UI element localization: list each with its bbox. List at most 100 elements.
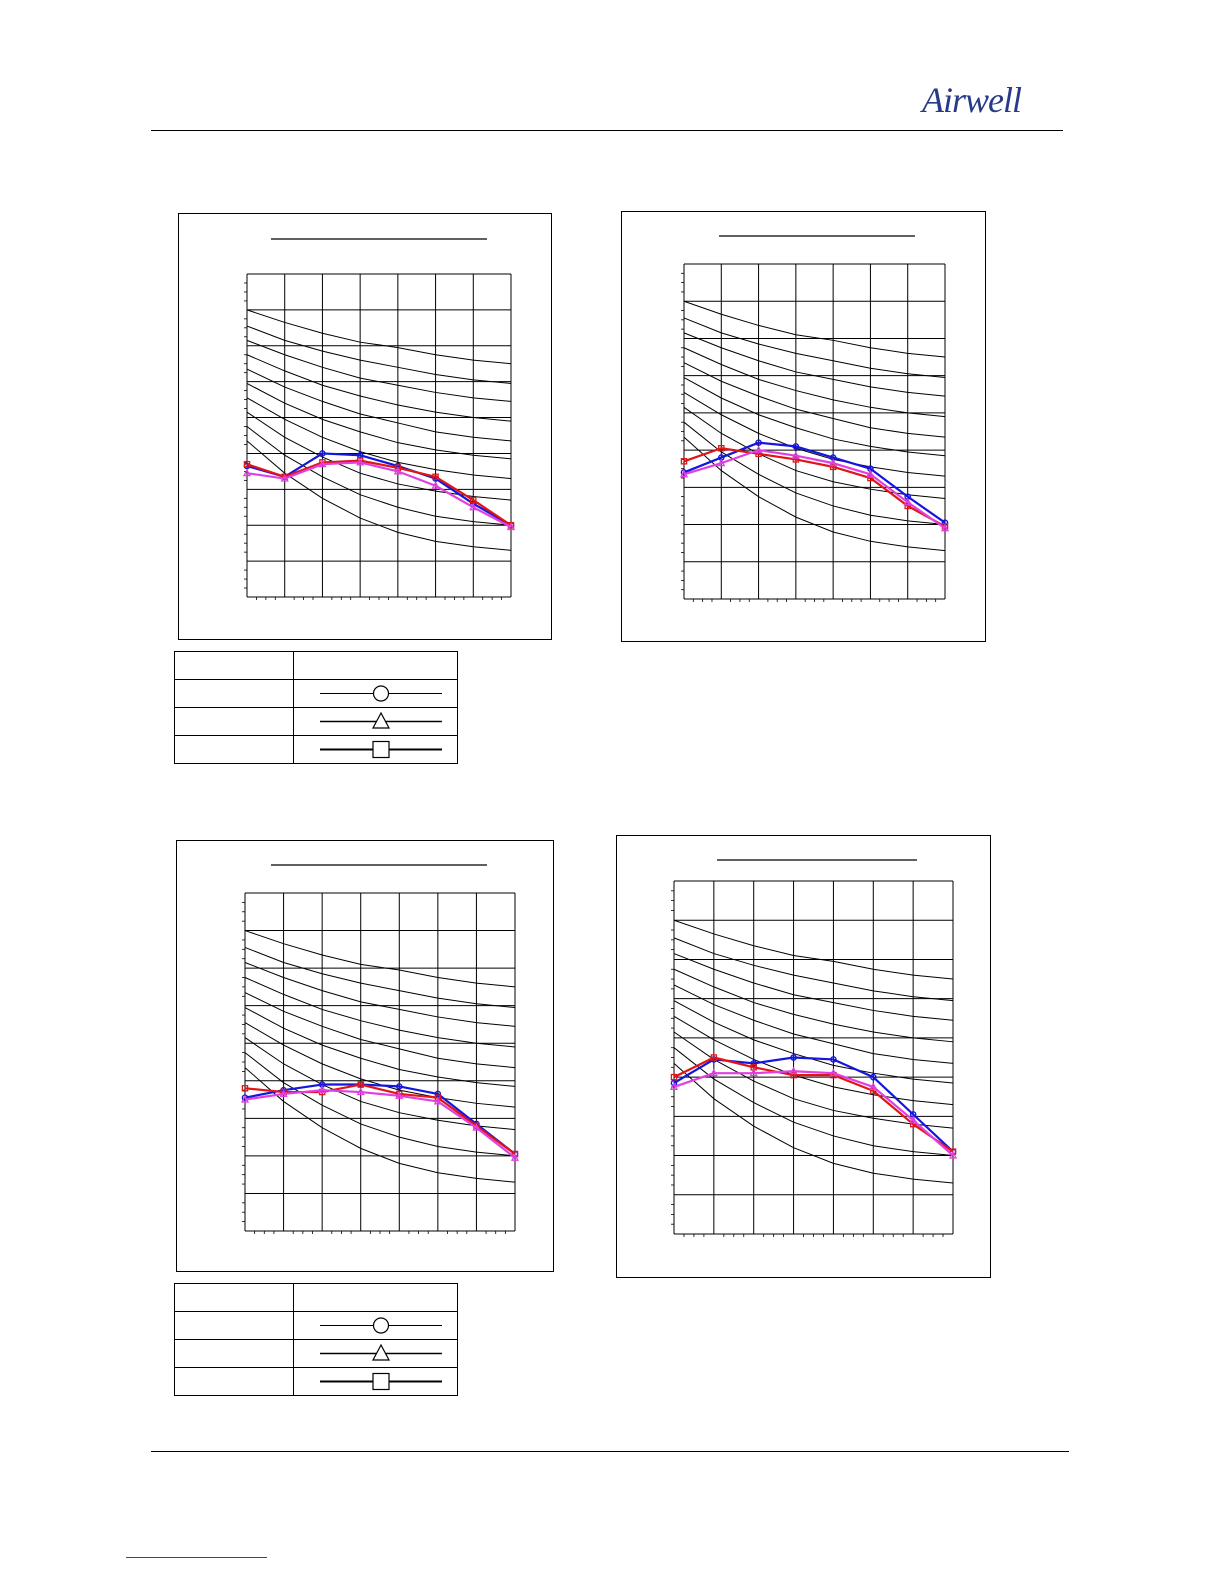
legend-circle-marker	[372, 685, 390, 702]
series-line-triangle	[683, 449, 946, 530]
data-point-triangle	[709, 1068, 718, 1077]
series-line-triangle	[246, 461, 512, 528]
data-point-triangle	[869, 1082, 878, 1090]
data-point-square	[243, 460, 251, 468]
data-point-circle	[830, 1056, 837, 1063]
data-point-circle	[792, 443, 800, 450]
legend-symbol-cell	[293, 735, 458, 764]
data-point-triangle	[318, 459, 327, 468]
svg-text:Airwell: Airwell	[920, 80, 1022, 120]
data-point-square	[670, 1073, 678, 1081]
legend-symbol-cell	[293, 679, 458, 708]
background-curve	[244, 992, 516, 1069]
data-point-triangle	[395, 1091, 404, 1099]
background-curve	[244, 946, 516, 1009]
data-point-triangle	[789, 1066, 798, 1075]
data-point-circle	[869, 1073, 877, 1081]
data-point-circle	[750, 1060, 758, 1067]
legend-triangle-marker	[372, 1343, 390, 1361]
background-curve	[673, 1015, 954, 1106]
legend-header-cell	[293, 651, 458, 680]
data-point-square	[241, 1085, 249, 1092]
background-curve	[246, 325, 512, 384]
background-curve	[244, 962, 516, 1027]
data-point-triangle	[866, 469, 875, 478]
legend-header-cell	[174, 651, 294, 680]
series-line-square	[246, 459, 512, 527]
legend-label-cell	[174, 1367, 294, 1396]
legend-label-cell	[174, 679, 294, 708]
chart-panel-3	[176, 840, 554, 1272]
legend-row	[174, 707, 458, 736]
data-point-triangle	[829, 458, 838, 467]
background-curve	[673, 1047, 954, 1157]
data-point-triangle	[469, 502, 478, 511]
data-point-triangle	[280, 473, 289, 482]
background-curve	[246, 368, 512, 442]
data-point-square	[432, 473, 439, 481]
data-point-triangle	[356, 1087, 365, 1096]
legend-table-1	[174, 651, 458, 764]
data-point-triangle	[433, 1096, 442, 1105]
data-point-square	[434, 1094, 442, 1101]
background-curve	[244, 930, 516, 988]
data-point-triangle	[669, 1082, 679, 1090]
chart-svg	[240, 864, 520, 1234]
data-point-triangle	[472, 1123, 481, 1131]
legend-label-cell	[174, 707, 294, 736]
data-point-square	[357, 1081, 364, 1088]
background-curve	[244, 1037, 516, 1131]
legend-row	[174, 1367, 458, 1396]
series-line-square	[244, 1083, 516, 1155]
background-curve	[673, 1031, 954, 1129]
legend-row	[174, 1311, 458, 1340]
background-curve	[673, 953, 954, 1021]
data-point-triangle	[242, 468, 252, 477]
data-point-triangle	[749, 1068, 758, 1077]
header-rule	[151, 130, 1063, 131]
series-line-square	[683, 447, 946, 528]
footer-link-underline[interactable]	[126, 1557, 267, 1558]
data-point-triangle	[754, 445, 763, 454]
data-point-square	[790, 1071, 797, 1079]
data-point-triangle	[717, 458, 726, 467]
background-curve	[246, 354, 512, 422]
background-curve	[246, 309, 512, 365]
series-line-triangle	[673, 1070, 954, 1157]
background-curve	[246, 383, 512, 460]
data-point-triangle	[948, 1150, 958, 1159]
data-point-circle	[790, 1054, 797, 1061]
legend-symbol-cell	[293, 1339, 458, 1368]
data-point-triangle	[240, 1094, 250, 1103]
series-line-circle	[246, 452, 512, 527]
data-point-square	[792, 456, 800, 463]
chart-svg	[242, 238, 516, 600]
background-curve	[683, 332, 946, 397]
background-curve	[683, 317, 946, 379]
background-curve	[683, 300, 946, 358]
data-point-triangle	[940, 523, 950, 532]
data-point-circle	[670, 1079, 678, 1087]
legend-symbol-cell	[293, 1311, 458, 1340]
legend-label-cell	[174, 1339, 294, 1368]
data-point-triangle	[791, 451, 800, 459]
series-line-square	[673, 1056, 954, 1153]
legend-label-cell	[174, 1311, 294, 1340]
data-point-triangle	[356, 457, 365, 466]
background-curve	[244, 1067, 516, 1183]
data-point-triangle	[318, 1085, 327, 1094]
legend-row	[174, 679, 458, 708]
data-point-triangle	[393, 466, 402, 475]
legend-header-cell	[174, 1283, 294, 1312]
legend-row	[174, 735, 458, 764]
data-point-triangle	[829, 1068, 838, 1077]
legend-table-2	[174, 1283, 458, 1396]
background-curve	[246, 397, 512, 480]
background-curve	[246, 426, 512, 526]
background-curve	[673, 937, 954, 1002]
data-point-circle	[319, 450, 326, 457]
series-line-triangle	[244, 1089, 516, 1159]
data-point-triangle	[679, 469, 689, 478]
legend-header-row	[174, 651, 458, 680]
footer-rule	[151, 1451, 1069, 1452]
